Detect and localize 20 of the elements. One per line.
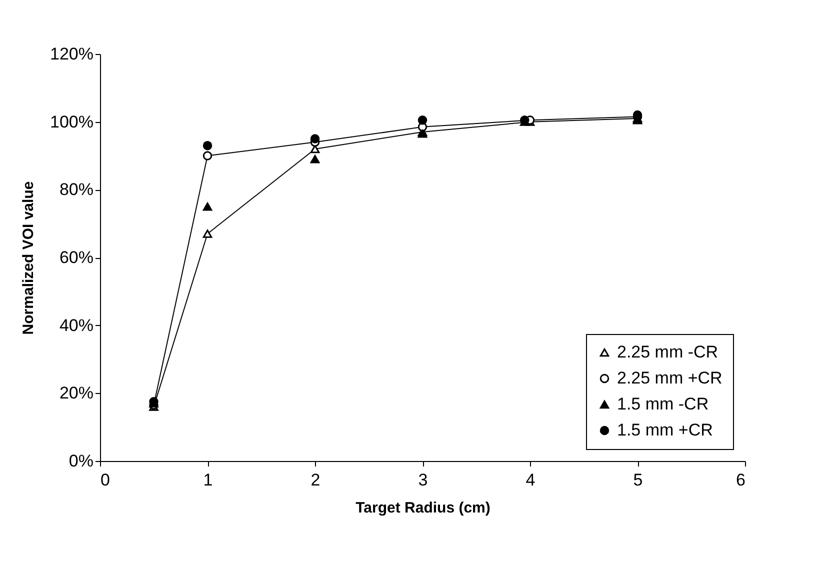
y-tick-label: 80% [59, 180, 94, 200]
x-tick-label: 0 [100, 470, 110, 490]
x-tick-label: 6 [736, 470, 746, 490]
x-tick-label: 3 [418, 470, 428, 490]
x-axis-title: Target Radius (cm) [356, 500, 490, 516]
y-tick-label: 0% [68, 452, 94, 470]
x-tick-label: 5 [633, 470, 643, 490]
y-tick-label: 60% [59, 248, 94, 267]
x-tick-label: 1 [203, 470, 213, 490]
legend-label: 2.25 mm -CR [617, 342, 718, 362]
y-tick-label: 20% [59, 384, 94, 403]
legend-label: 1.5 mm -CR [617, 394, 709, 414]
y-tick-label: 120% [50, 44, 94, 64]
y-tick-label: 100% [50, 112, 94, 132]
legend-label: 1.5 mm +CR [617, 420, 713, 440]
x-tick-label: 4 [526, 470, 536, 490]
legend-label: 2.25 mm +CR [617, 368, 722, 388]
y-axis-title: Normalized VOI value [20, 181, 38, 335]
y-tick-label: 40% [59, 316, 94, 335]
x-tick-label: 2 [310, 470, 320, 490]
